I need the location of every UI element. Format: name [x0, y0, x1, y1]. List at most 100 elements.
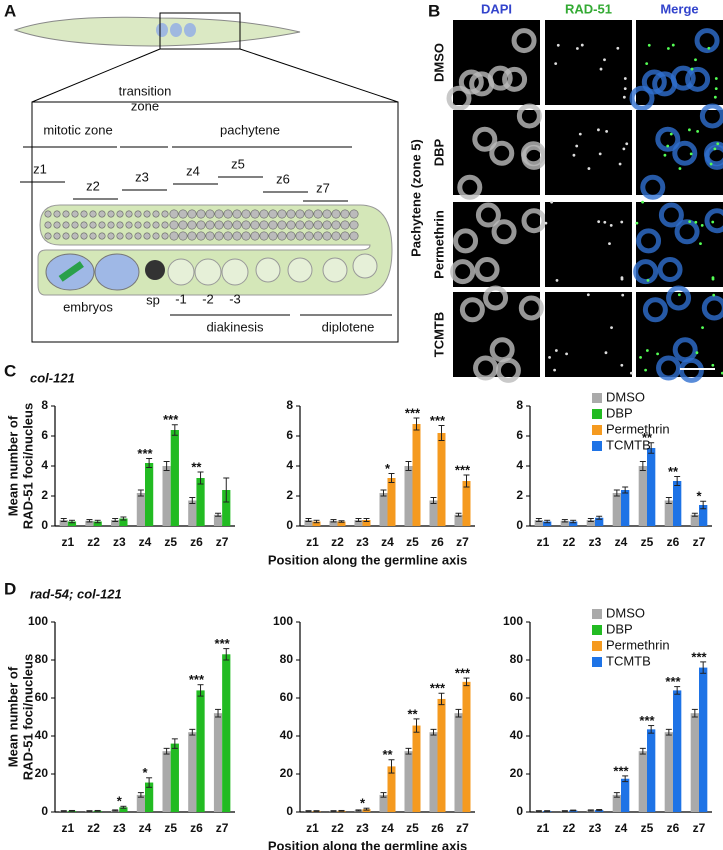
- x-tick-label: z3: [356, 535, 369, 549]
- bar: [586, 520, 595, 526]
- nucleus: [169, 209, 179, 219]
- nucleus: [232, 231, 242, 241]
- nucleus: [259, 220, 269, 230]
- focus: [711, 363, 715, 367]
- x-tick-label: z1: [62, 821, 75, 835]
- nucleus: [205, 220, 215, 230]
- label: -2: [202, 291, 214, 306]
- nucleus: [161, 232, 169, 240]
- focus: [694, 220, 698, 224]
- oocyte: [194, 258, 222, 286]
- focus: [647, 43, 651, 47]
- nucleus: [116, 232, 124, 240]
- zone-label: transition: [119, 83, 172, 98]
- nucleus: [487, 65, 513, 91]
- nucleus: [450, 259, 476, 285]
- nucleus: [674, 219, 700, 245]
- legend-label: DBP: [606, 405, 633, 420]
- zone-label: z4: [186, 163, 200, 178]
- bar: [85, 520, 94, 526]
- x-tick-label: z2: [563, 821, 576, 835]
- focus: [671, 43, 675, 47]
- x-tick-label: z3: [356, 821, 369, 835]
- focus: [556, 43, 560, 47]
- focus: [709, 162, 713, 166]
- focus: [712, 293, 716, 297]
- x-tick-label: z3: [113, 821, 126, 835]
- nucleus: [259, 209, 269, 219]
- focus: [699, 242, 702, 245]
- nucleus: [457, 174, 483, 200]
- legend-swatch: [592, 409, 602, 419]
- nucleus: [89, 221, 97, 229]
- nucleus: [169, 231, 179, 241]
- focus: [711, 277, 715, 281]
- significance: **: [642, 430, 653, 445]
- bar: [673, 690, 682, 812]
- y-tick-label: 8: [286, 398, 293, 412]
- nucleus: [313, 220, 323, 230]
- nucleus: [98, 221, 106, 229]
- nucleus: [349, 231, 359, 241]
- bar: [429, 732, 438, 812]
- nucleus: [125, 210, 133, 218]
- bar: [119, 518, 128, 526]
- y-tick-label: 60: [35, 690, 49, 704]
- embryo: [170, 23, 182, 37]
- oocyte: [352, 253, 378, 279]
- focus: [603, 58, 606, 62]
- focus: [575, 144, 579, 148]
- y-tick-label: 8: [516, 398, 523, 412]
- bar: [213, 713, 223, 812]
- zone-label: z1: [33, 161, 47, 176]
- focus: [700, 224, 704, 227]
- x-tick-label: z6: [431, 535, 444, 549]
- zone-label: z3: [135, 169, 149, 184]
- focus: [597, 220, 601, 224]
- bar: [329, 520, 338, 526]
- x-tick-label: z4: [615, 535, 628, 549]
- x-tick-label: z4: [139, 535, 152, 549]
- nucleus: [214, 220, 224, 230]
- nucleus: [196, 209, 206, 219]
- legend-label: Permethrin: [606, 421, 670, 436]
- bar: [664, 732, 673, 812]
- focus: [641, 200, 645, 204]
- bar: [690, 713, 699, 812]
- bar: [412, 725, 421, 812]
- x-tick-label: z5: [164, 535, 177, 549]
- bar: [462, 681, 471, 812]
- focus: [565, 352, 568, 356]
- bar: [196, 690, 205, 812]
- x-tick-label: z3: [589, 821, 602, 835]
- oocyte: [322, 257, 348, 283]
- x-tick-label: z3: [113, 535, 126, 549]
- bar: [569, 521, 578, 526]
- nucleus: [241, 209, 251, 219]
- bar: [462, 481, 471, 526]
- y-tick-label: 0: [516, 518, 523, 532]
- nucleus: [250, 231, 260, 241]
- label: embryos: [63, 299, 113, 314]
- focus: [714, 87, 718, 91]
- bar: [170, 743, 179, 812]
- nucleus: [134, 210, 142, 218]
- x-tick-label: z2: [563, 535, 576, 549]
- focus: [620, 277, 624, 281]
- legend-swatch: [592, 641, 602, 651]
- nucleus: [250, 209, 260, 219]
- bar: [354, 520, 363, 526]
- focus: [677, 293, 681, 297]
- significance: ***: [455, 665, 471, 680]
- bar: [647, 729, 656, 812]
- nucleus: [152, 210, 160, 218]
- x-tick-label: z4: [139, 821, 152, 835]
- nucleus: [268, 231, 278, 241]
- significance: ***: [189, 672, 205, 687]
- significance: *: [117, 794, 123, 809]
- nucleus: [672, 337, 698, 363]
- nucleus: [80, 210, 88, 218]
- nucleus: [699, 103, 723, 129]
- nucleus: [143, 210, 151, 218]
- significance: ***: [665, 674, 681, 689]
